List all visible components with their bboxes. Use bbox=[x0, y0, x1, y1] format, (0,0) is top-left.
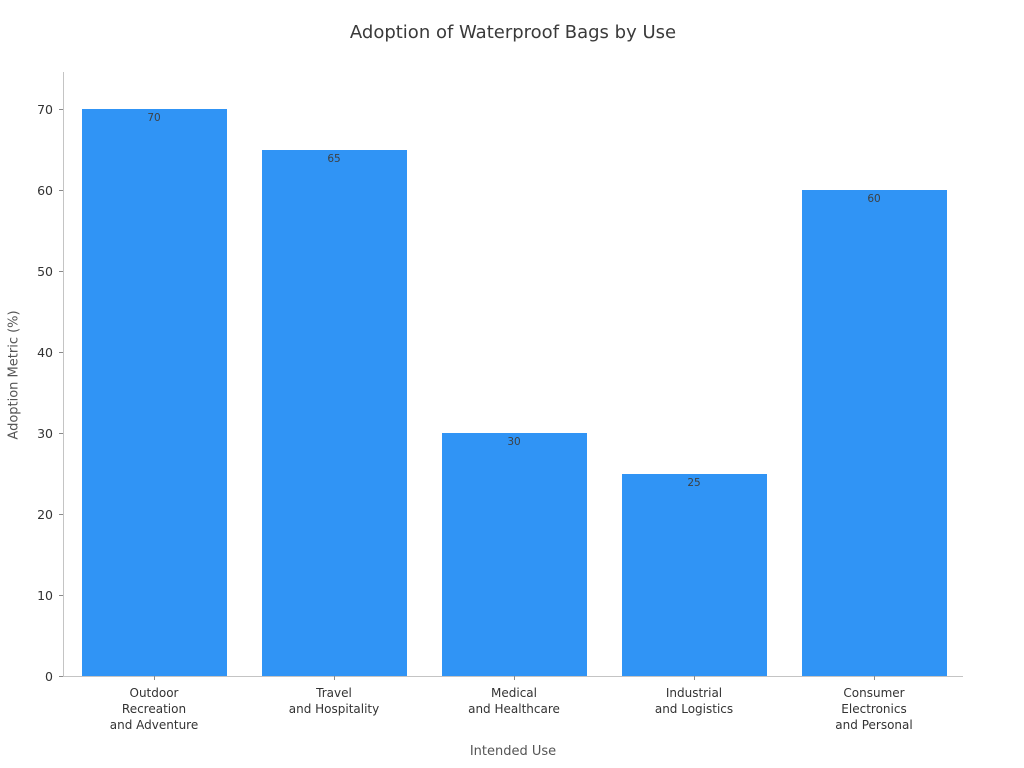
bar-value-label: 65 bbox=[327, 152, 341, 165]
x-tick-label: Medical and Healthcare bbox=[468, 686, 560, 716]
bar-3: 25 bbox=[621, 473, 767, 676]
chart-title: Adoption of Waterproof Bags by Use bbox=[349, 22, 677, 43]
y-tick-mark bbox=[59, 189, 63, 191]
x-tick-label: Consumer Electronics and Personal bbox=[835, 686, 913, 732]
y-tick-label: 10 bbox=[37, 587, 53, 603]
y-tick-mark bbox=[59, 513, 63, 515]
y-axis-label: Adoption Metric (%) bbox=[6, 310, 22, 440]
x-tick-mark bbox=[693, 676, 695, 680]
y-tick-label: 20 bbox=[37, 506, 53, 522]
plot-area: 0 10 20 30 40 50 60 70 70 Outdoor Recreation and … bbox=[37, 72, 963, 732]
y-tick-label: 70 bbox=[37, 101, 53, 117]
x-tick-mark bbox=[873, 676, 875, 680]
y-tick-label: 40 bbox=[37, 344, 53, 360]
x-tick-mark bbox=[153, 676, 155, 680]
x-axis-label: Intended Use bbox=[469, 744, 557, 759]
y-tick-label: 60 bbox=[37, 182, 53, 198]
x-tick-label: Industrial and Logistics bbox=[654, 686, 734, 716]
bar-value-label: 30 bbox=[507, 436, 521, 448]
y-tick-label: 50 bbox=[37, 263, 53, 279]
bar-value-label: 25 bbox=[687, 476, 701, 489]
bar-value-label: 70 bbox=[147, 112, 161, 124]
bar-4: 60 bbox=[801, 190, 947, 676]
y-tick-mark bbox=[59, 432, 63, 434]
y-tick-label: 30 bbox=[37, 425, 53, 441]
bar-2: 30 bbox=[441, 433, 587, 676]
y-tick-mark bbox=[59, 270, 63, 272]
x-tick-label: Travel and Hospitality bbox=[288, 686, 380, 716]
x-tick-label: Outdoor Recreation and Adventure bbox=[109, 686, 199, 732]
bar-1: 65 bbox=[261, 149, 407, 676]
x-tick-mark bbox=[513, 676, 515, 680]
x-tick-mark bbox=[333, 676, 335, 680]
y-tick-mark bbox=[59, 351, 63, 353]
y-tick-label: 0 bbox=[45, 668, 53, 684]
bar-value-label: 60 bbox=[867, 193, 881, 205]
y-tick-mark bbox=[59, 675, 63, 677]
y-tick-mark bbox=[59, 108, 63, 110]
bar-0: 70 bbox=[81, 109, 227, 676]
y-tick-mark bbox=[59, 594, 63, 596]
